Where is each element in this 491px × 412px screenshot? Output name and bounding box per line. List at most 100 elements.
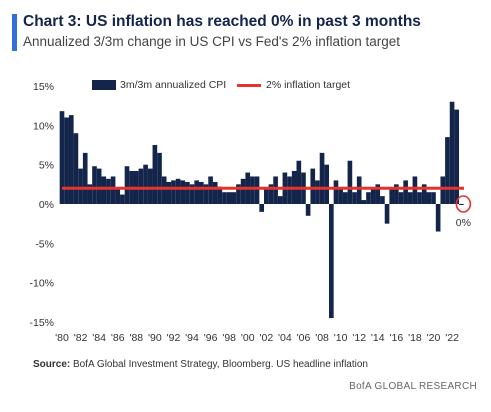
x-tick-label: '12 — [352, 332, 366, 344]
cpi-bar — [356, 176, 362, 204]
cpi-bar — [407, 192, 413, 204]
cpi-bar — [431, 192, 436, 204]
legend-swatch-target — [237, 83, 261, 87]
cpi-bar — [389, 188, 395, 204]
cpi-bar — [264, 188, 269, 204]
source-note: Source: BofA Global Investment Strategy,… — [33, 359, 368, 370]
source-label: Source: — [33, 359, 71, 370]
cpi-bar — [106, 178, 111, 204]
cpi-bar — [217, 186, 223, 204]
cpi-bar — [208, 176, 213, 204]
x-tick-label: '08 — [315, 332, 329, 344]
cpi-bar — [268, 184, 274, 204]
cpi-bar — [152, 145, 158, 204]
x-tick-label: '90 — [148, 332, 162, 344]
legend-label-cpi: 3m/3m annualized CPI — [120, 79, 227, 91]
cpi-bar — [394, 184, 399, 204]
cpi-bar — [361, 200, 367, 204]
cpi-bar — [143, 164, 148, 204]
x-tick-label: '02 — [259, 332, 273, 344]
x-tick-label: '92 — [167, 332, 181, 344]
cpi-bar — [421, 184, 427, 204]
x-tick-label: '16 — [390, 332, 404, 344]
legend-item-target: 2% inflation target — [237, 79, 350, 91]
cpi-bar — [324, 164, 330, 204]
y-tick-label: -5% — [35, 238, 54, 250]
cpi-bar — [124, 166, 130, 204]
cpi-bar — [101, 176, 107, 204]
cpi-bar — [305, 204, 311, 216]
cpi-bar — [440, 176, 446, 204]
brand-footer: BofA GLOBAL RESEARCH — [349, 381, 477, 392]
annotation-circle — [455, 195, 472, 213]
y-tick-label: 15% — [33, 81, 54, 93]
legend-item-cpi: 3m/3m annualized CPI — [92, 79, 226, 91]
cpi-bar — [68, 115, 74, 204]
cpi-bar — [333, 180, 339, 204]
cpi-bar — [370, 188, 376, 204]
cpi-bar — [78, 168, 83, 204]
cpi-bar — [59, 111, 65, 204]
cpi-bar — [315, 180, 320, 204]
cpi-bar — [380, 196, 385, 204]
cpi-bar — [231, 192, 237, 204]
cpi-bar — [161, 176, 167, 204]
cpi-bar — [250, 176, 255, 204]
cpi-bar — [166, 181, 172, 204]
cpi-bar — [426, 192, 432, 204]
cpi-bar — [189, 184, 195, 204]
cpi-bar — [277, 196, 283, 204]
cpi-bar — [115, 188, 121, 204]
y-tick-label: -10% — [29, 278, 54, 290]
cpi-bar — [120, 194, 125, 204]
annotation-label: 0% — [456, 217, 471, 229]
cpi-bar — [454, 109, 460, 204]
y-tick-label: -15% — [29, 317, 54, 329]
y-tick-label: 0% — [39, 199, 54, 211]
cpi-bar — [203, 184, 209, 204]
x-tick-label: '00 — [241, 332, 255, 344]
cpi-bar — [175, 178, 181, 204]
cpi-bar — [92, 166, 97, 204]
cpi-bar — [185, 181, 190, 204]
cpi-bar — [157, 152, 162, 204]
x-tick-label: '06 — [297, 332, 311, 344]
y-tick-label: 5% — [39, 160, 54, 172]
cpi-bar — [138, 168, 144, 204]
cpi-bar — [198, 181, 204, 204]
cpi-bar — [366, 192, 371, 204]
cpi-bar — [352, 192, 357, 204]
source-text: BofA Global Investment Strategy, Bloombe… — [73, 359, 368, 370]
cpi-bar — [342, 192, 348, 204]
cpi-bar — [87, 184, 93, 204]
cpi-bar — [180, 180, 186, 204]
x-tick-label: '22 — [445, 332, 459, 344]
chart-subtitle: Annualized 3/3m change in US CPI vs Fed'… — [23, 34, 401, 49]
cpi-bar — [412, 176, 418, 204]
y-tick-label: 10% — [33, 120, 54, 132]
cpi-bar — [449, 101, 455, 204]
cpi-bar — [445, 137, 450, 204]
x-tick-label: '14 — [371, 332, 385, 344]
x-tick-label: '84 — [92, 332, 106, 344]
cpi-bar — [236, 184, 241, 204]
chart-title: Chart 3: US inflation has reached 0% in … — [23, 13, 421, 30]
x-tick-label: '10 — [334, 332, 348, 344]
cpi-bar — [287, 176, 292, 204]
cpi-bar — [171, 180, 176, 204]
cpi-bar — [73, 133, 79, 204]
legend-swatch-cpi — [92, 80, 116, 90]
cpi-bar — [259, 204, 264, 212]
x-tick-label: '80 — [55, 332, 69, 344]
cpi-bar — [403, 180, 408, 204]
cpi-bar — [273, 176, 278, 204]
cpi-bar — [329, 204, 334, 319]
x-tick-label: '96 — [204, 332, 218, 344]
x-tick-label: '86 — [111, 332, 125, 344]
x-tick-label: '98 — [222, 332, 236, 344]
cpi-bar — [226, 192, 232, 204]
cpi-bar — [194, 180, 199, 204]
cpi-bar — [375, 184, 381, 204]
cpi-bar — [398, 192, 404, 204]
cpi-bar — [82, 152, 88, 204]
